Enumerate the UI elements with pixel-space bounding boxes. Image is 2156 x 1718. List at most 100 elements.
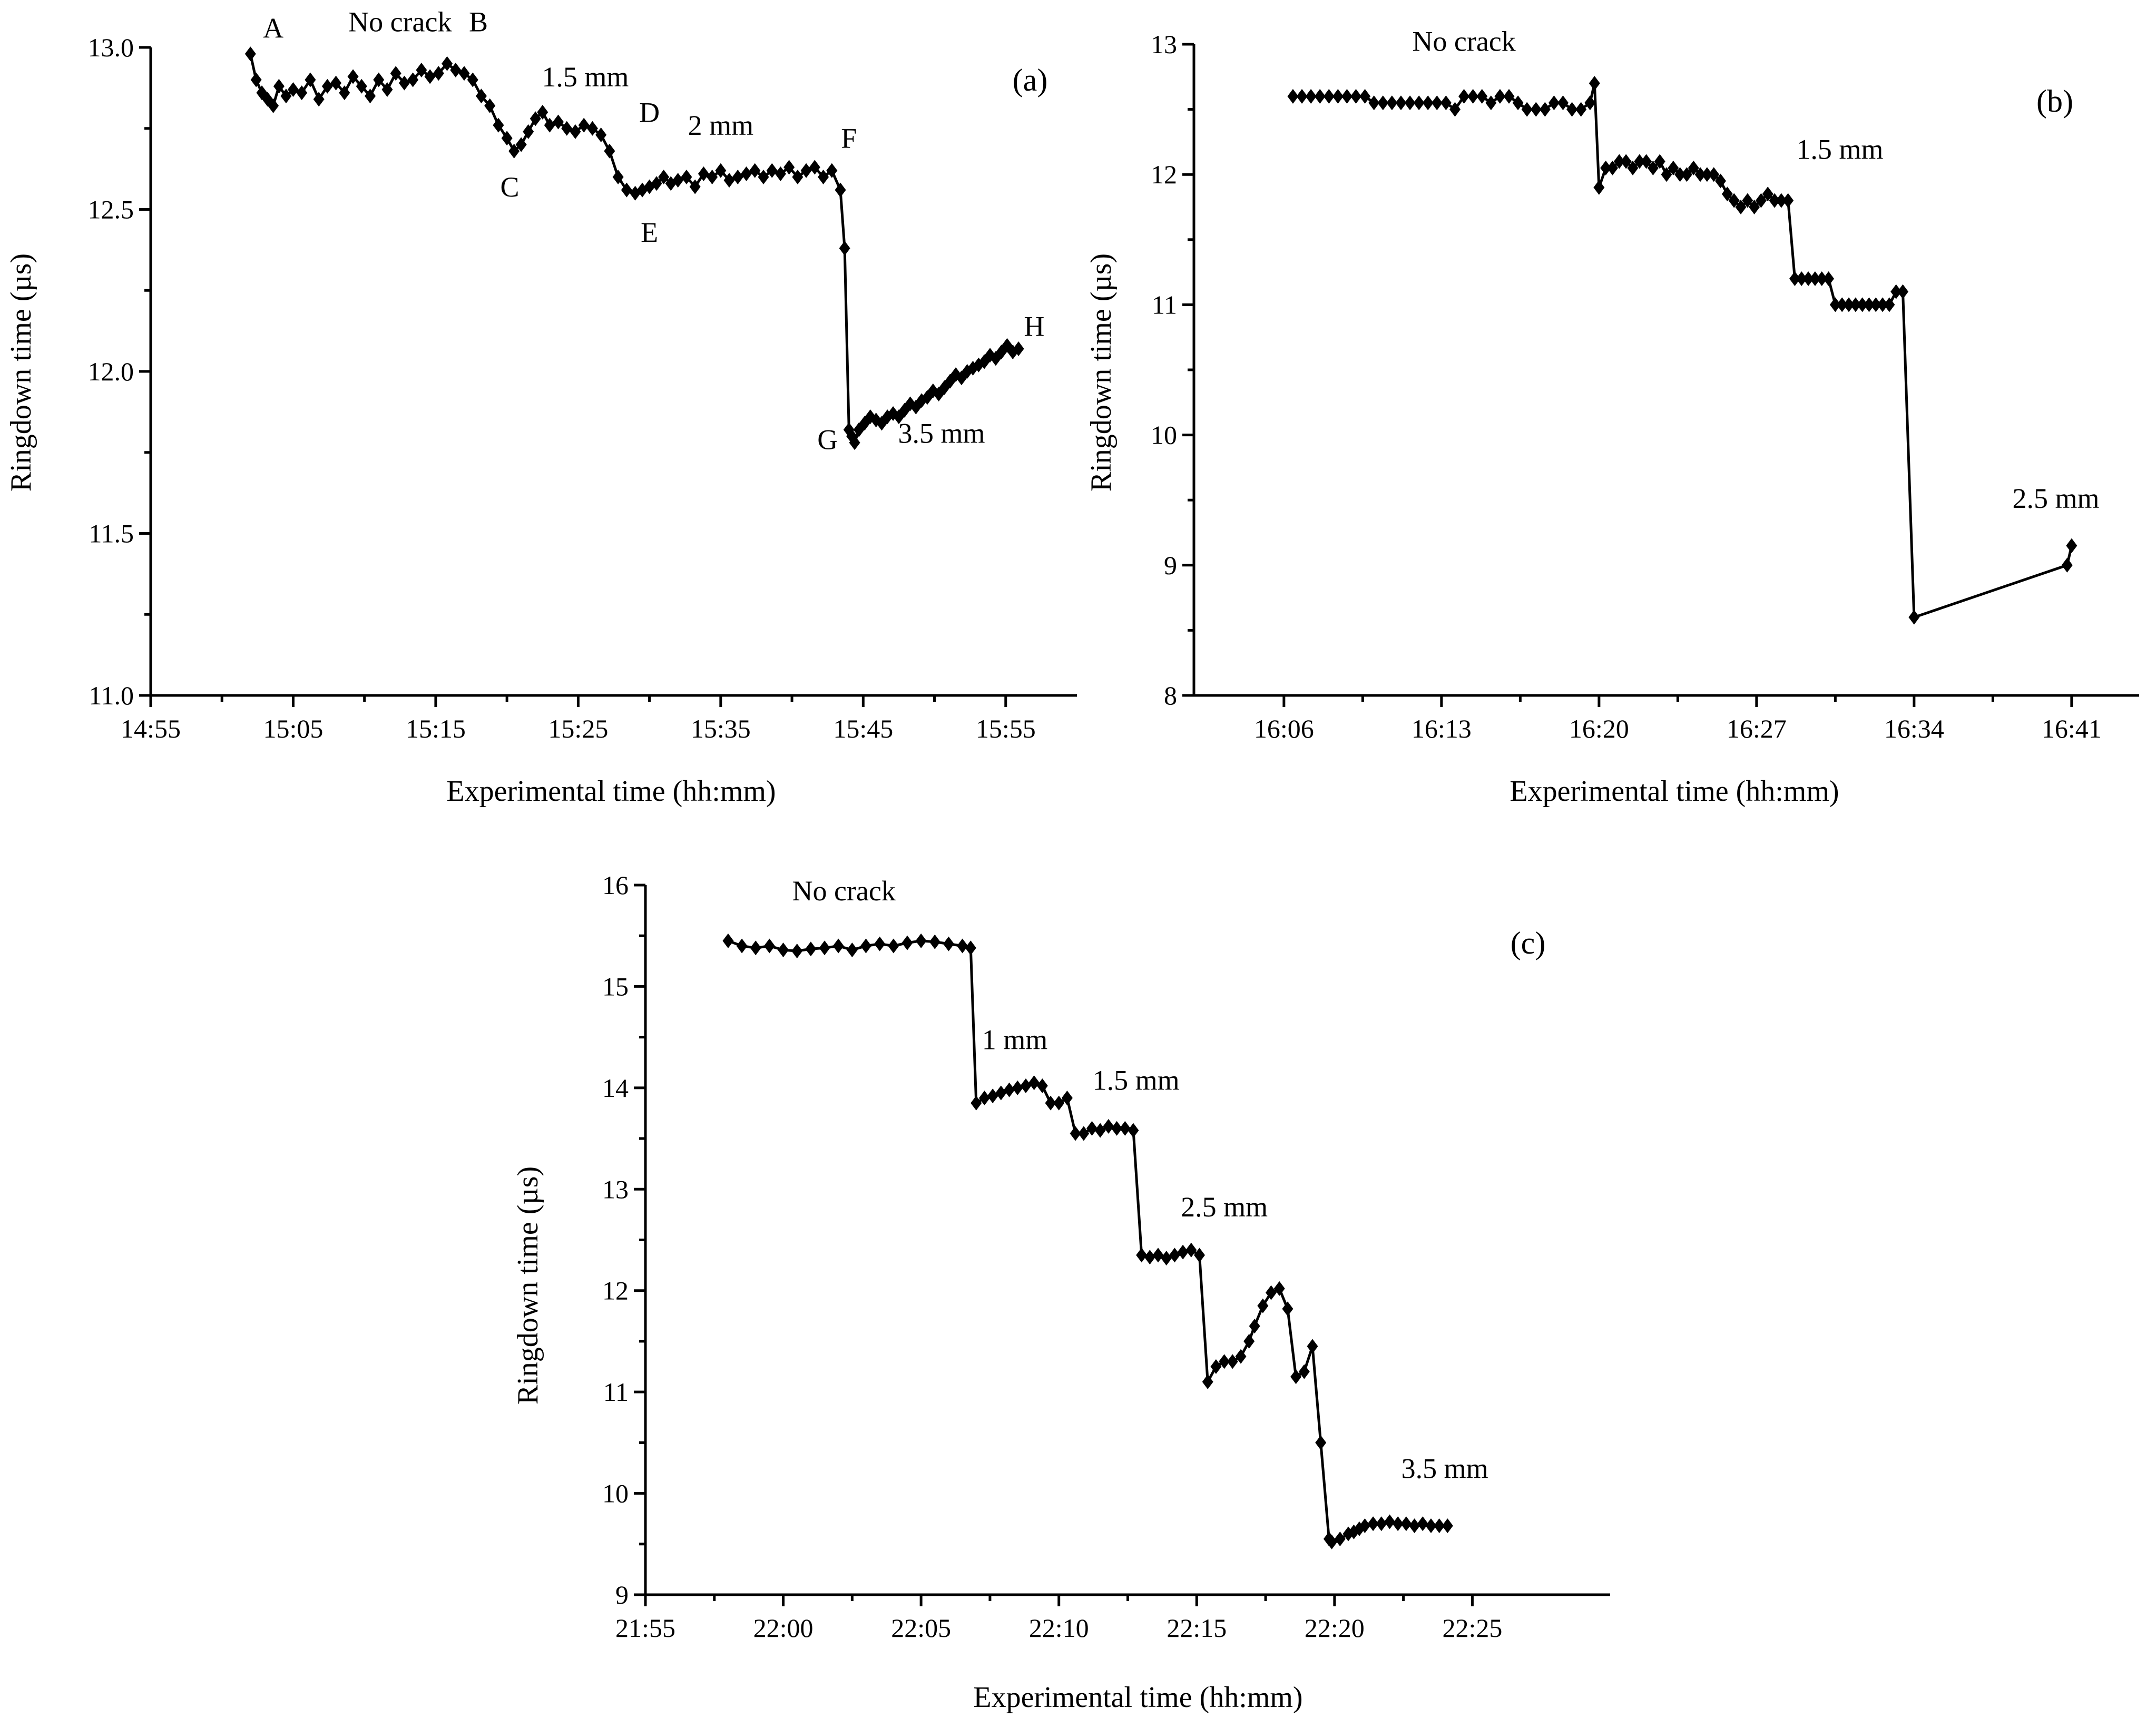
panel-c-annotation: 3.5 mm — [1402, 1453, 1488, 1485]
panel-b-data-point — [1823, 271, 1835, 286]
panel-c-data-point — [1334, 1532, 1346, 1547]
panel-a-data-point — [570, 124, 581, 139]
panel-b-data-point — [1681, 167, 1692, 182]
panel-a-y-tick-label: 13.0 — [88, 33, 134, 62]
panel-c-annotation: No crack — [792, 875, 895, 907]
panel-c-data-point — [1235, 1349, 1247, 1364]
panel-a-data-point — [741, 166, 752, 181]
panel-a-data-point — [523, 124, 534, 139]
panel-a-data-point — [268, 98, 279, 113]
panel-a-annotation: F — [841, 123, 857, 154]
panel-b-data-point — [1485, 95, 1497, 111]
panel-b-data-point — [1776, 193, 1787, 208]
panel-c-data-point — [943, 936, 954, 951]
panel-a-annotation: 1.5 mm — [542, 61, 629, 93]
panel-c-data-point — [1210, 1359, 1222, 1375]
panel-b-data-point — [1728, 193, 1740, 208]
panel-a-data-point — [651, 176, 662, 191]
panel-b-data-point — [1422, 95, 1434, 111]
panel-c-data-point — [750, 940, 761, 956]
panel-a-data-point — [373, 72, 385, 87]
panel-c-data-point — [1061, 1091, 1073, 1106]
panel-b-data-point — [1735, 200, 1747, 214]
panel-c-data-point — [1307, 1339, 1318, 1354]
panel-a-data-point — [305, 72, 316, 87]
panel-b-data-point — [1359, 89, 1371, 104]
panel-b-data-point — [1314, 89, 1326, 104]
panel-b-data-point — [1386, 95, 1398, 111]
panel-a-data-point — [433, 66, 444, 81]
panel-c-data-point — [874, 936, 886, 951]
panel-a-data-point — [458, 66, 470, 81]
panel-a-data-point — [296, 85, 308, 101]
panel-b-data-point — [1548, 95, 1560, 111]
panel-b-data-point — [1674, 167, 1686, 182]
panel-a-data-point — [280, 89, 292, 104]
panel-a-data-point — [766, 163, 778, 178]
panel-b-data-point — [1404, 95, 1416, 111]
panel-c-data-point — [1020, 1078, 1032, 1094]
panel-c-x-tick-label: 22:05 — [891, 1613, 951, 1643]
panel-a-data-point — [347, 69, 359, 84]
panel-b-data-point — [1769, 193, 1780, 208]
panel-c-data-point — [1298, 1364, 1310, 1379]
panel-b-data-point — [1287, 89, 1299, 104]
panel-c-data-point — [1152, 1248, 1164, 1263]
panel-c-data-point — [1185, 1242, 1197, 1258]
panel-b-data-point — [1782, 193, 1794, 208]
panel-b-data-point — [1634, 154, 1645, 169]
panel-b-data-point — [1323, 89, 1335, 104]
panel-a-data-point — [849, 435, 860, 450]
panel-c-data-point — [1400, 1516, 1412, 1532]
panel-a-data-point — [407, 72, 419, 87]
panel-c-data-point — [1053, 1095, 1065, 1111]
panel-a-annotation: E — [641, 217, 658, 248]
panel-c-x-tick-label: 22:20 — [1305, 1613, 1365, 1643]
panel-c-data-point — [1128, 1123, 1139, 1138]
panel-a-data-point — [365, 89, 376, 104]
panel-b-y-tick-label: 11 — [1152, 290, 1177, 319]
panel-a-y-tick-label: 12.5 — [88, 195, 134, 224]
panel-c-y-tick-label: 11 — [603, 1377, 629, 1407]
panel-a-data-point — [321, 78, 333, 94]
panel-b-data-point — [1521, 102, 1533, 117]
panel-b-data-point — [1512, 95, 1524, 111]
panel-c-data-point — [1384, 1514, 1395, 1529]
panel-c-data-point — [957, 938, 968, 954]
panel-c-data-point — [860, 938, 872, 954]
panel-b-label: (b) — [2036, 84, 2073, 119]
panel-a-data-point — [424, 69, 436, 84]
panel-a-data-point — [1013, 341, 1024, 356]
panel-a-data-point — [544, 117, 555, 133]
panel-c-data-point — [1257, 1298, 1269, 1313]
panel-b-data-point — [1890, 284, 1902, 299]
panel-b-data-point — [1467, 89, 1479, 104]
panel-b-data-point — [1458, 89, 1470, 104]
panel-a-y-tick-label: 12.0 — [88, 357, 134, 386]
panel-a-data-point — [442, 56, 453, 71]
panel-a-data-point — [732, 170, 743, 184]
panel-a-data-point — [723, 173, 735, 188]
panel-c-data-point — [1434, 1518, 1445, 1534]
panel-a-data-point — [826, 163, 838, 178]
panel-b-data-point — [1789, 271, 1800, 286]
panel-b-data-point — [1641, 154, 1652, 169]
panel-a-annotation: 2 mm — [688, 110, 754, 141]
panel-a-data-point — [356, 78, 367, 94]
panel-a-label: (a) — [1013, 63, 1048, 97]
panel-a-x-tick-label: 15:55 — [976, 714, 1036, 743]
panel-c-data-point — [1036, 1078, 1048, 1094]
panel-c-data-point — [722, 933, 734, 948]
panel-b-y-tick-label: 9 — [1164, 551, 1177, 580]
panel-a-data-point — [537, 105, 548, 120]
panel-a-data-point — [330, 75, 342, 91]
panel-c-annotation: 1 mm — [982, 1024, 1048, 1056]
panel-b-data-point — [1850, 297, 1861, 312]
panel-a-annotation: C — [501, 171, 520, 203]
panel-b-y-tick-label: 13 — [1151, 30, 1177, 59]
panel-a-data-point — [835, 182, 846, 198]
panel-b-chart: (b) Experimental time (hh:mm) Ringdown t… — [1085, 25, 2139, 808]
panel-a-data-point — [595, 127, 607, 143]
panel-b-data-point — [1350, 89, 1362, 104]
